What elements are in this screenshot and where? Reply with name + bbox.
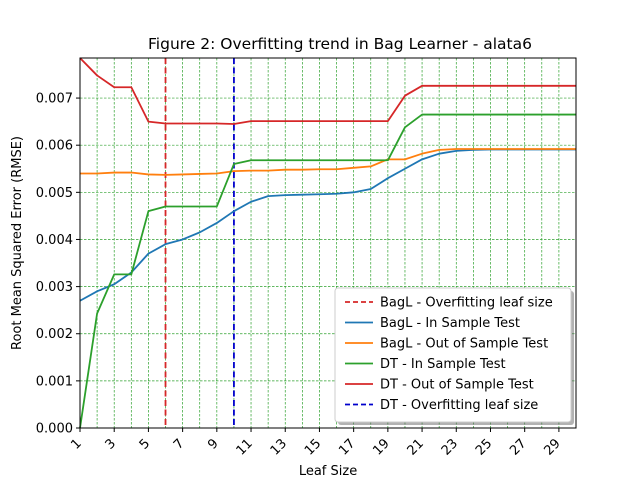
y-axis: 0.000 0.001 0.002 0.003 0.004 0.005 0.006 0.007	[36, 92, 80, 437]
chart-title: Figure 2: Overfitting trend in Bag Learn…	[148, 35, 532, 53]
legend-box	[334, 287, 572, 423]
series-line	[79, 57, 576, 125]
legend-label: DT - In Sample Test	[380, 357, 506, 372]
legend-label: BagL - In Sample Test	[380, 316, 520, 331]
y-tick-label: 0.000	[36, 422, 73, 437]
legend-label: DT - Out of Sample Test	[380, 378, 534, 393]
plot-frame	[79, 57, 577, 429]
x-axis-title: Leaf Size	[299, 464, 357, 479]
legend-label: BagL - Out of Sample Test	[380, 337, 548, 352]
y-axis-title: Root Mean Squared Error (RMSE)	[10, 136, 25, 350]
y-tick-label: 0.006	[36, 139, 73, 154]
reference-lines	[164, 58, 235, 428]
legend-label: BagL - Overfitting leaf size	[380, 296, 553, 311]
y-tick-label: 0.002	[36, 327, 73, 342]
series-lines	[79, 57, 576, 429]
y-tick-label: 0.007	[36, 92, 73, 107]
series-line	[80, 148, 576, 176]
y-tick-label: 0.005	[36, 186, 73, 201]
legend-label: DT - Overfitting leaf size	[380, 398, 538, 413]
legend: BagL - Overfitting leaf size BagL - In Sa…	[334, 287, 574, 425]
series-line	[79, 113, 576, 429]
y-tick-label: 0.004	[36, 233, 73, 248]
y-tick-label: 0.003	[36, 280, 73, 295]
y-tick-label: 0.001	[36, 374, 73, 389]
